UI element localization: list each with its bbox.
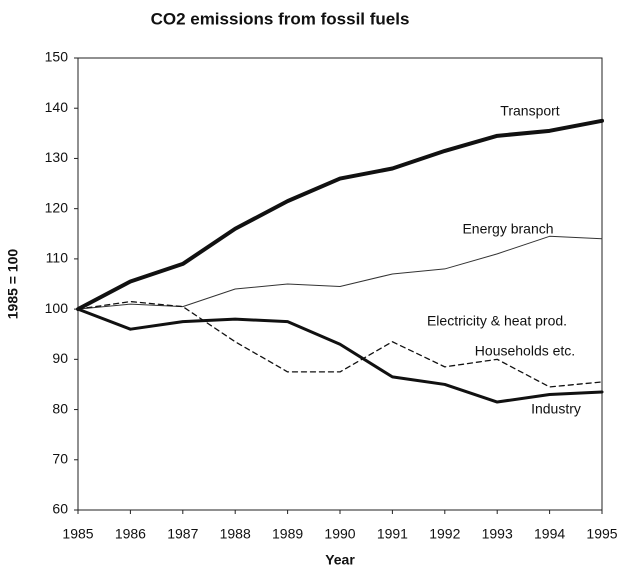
y-tick-label: 70 [52,450,68,466]
series-label: Households etc. [475,343,575,359]
annotation: Electricity & heat prod. [427,313,567,329]
y-axis-label: 1985 = 100 [5,249,21,320]
x-tick-label: 1991 [377,526,408,542]
chart-title: CO2 emissions from fossil fuels [151,9,410,28]
x-tick-label: 1994 [534,526,565,542]
series-line [76,118,604,312]
x-tick-label: 1993 [482,526,513,542]
x-tick-label: 1995 [586,526,617,542]
x-tick-label: 1992 [429,526,460,542]
y-tick-label: 110 [46,250,69,266]
x-tick-label: 1987 [167,526,198,542]
y-tick-label: 90 [52,350,68,366]
y-tick-label: 100 [45,300,69,316]
series-line [77,235,603,310]
y-tick-label: 60 [52,501,68,517]
x-axis-label: Year [325,552,355,568]
y-tick-label: 130 [45,149,69,165]
series-label: Industry [531,401,581,417]
series-line [76,307,604,404]
x-tick-label: 1985 [62,526,93,542]
x-tick-label: 1986 [115,526,146,542]
series-label: Transport [500,103,560,119]
x-tick-label: 1988 [220,526,251,542]
x-tick-label: 1990 [324,526,355,542]
x-tick-label: 1989 [272,526,303,542]
series-label: Energy branch [462,221,553,237]
y-tick-label: 150 [45,49,69,65]
y-tick-label: 80 [52,400,68,416]
y-tick-label: 140 [45,99,69,115]
series-line [77,300,603,388]
y-tick-label: 120 [45,199,69,215]
